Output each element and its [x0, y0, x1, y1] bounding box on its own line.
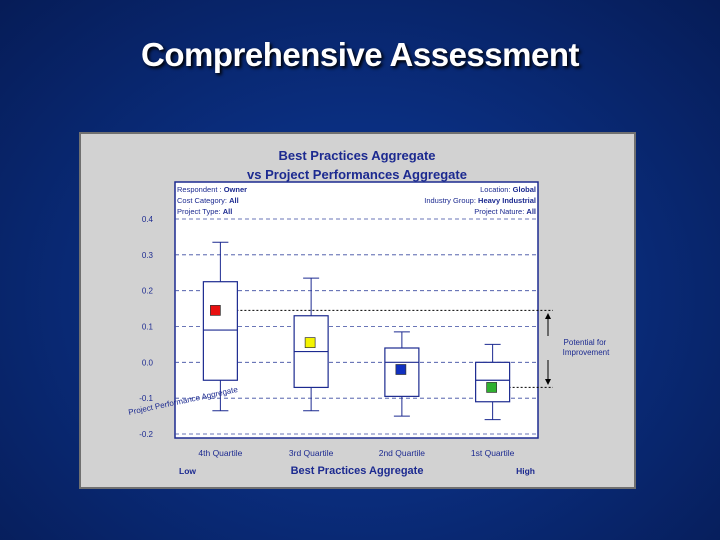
annotation-arrowhead-down	[545, 379, 551, 385]
x-high-label: High	[516, 466, 535, 476]
chart-title-line2: vs Project Performances Aggregate	[247, 167, 467, 182]
y-tick-label: -0.2	[139, 430, 153, 439]
x-axis-label: Best Practices Aggregate	[291, 465, 424, 477]
svg-text:Location: Global: Location: Global	[480, 185, 536, 194]
annotation-text: Potential for Improvement	[563, 338, 610, 357]
svg-text:Cost Category: All: Cost Category: All	[177, 196, 239, 205]
location-value: Global	[513, 185, 536, 194]
svg-text:Project Type: All: Project Type: All	[177, 207, 232, 216]
mean-marker	[210, 305, 221, 316]
project-type-label: Project Type:	[177, 207, 221, 216]
svg-text:Industry Group: Heavy In: Industry Group: Heavy Industrial	[424, 196, 536, 205]
box	[475, 361, 511, 403]
y-tick-label: 0.1	[142, 323, 154, 332]
y-tick-label: -0.1	[139, 394, 153, 403]
cost-category-label: Cost Category:	[177, 196, 227, 205]
project-nature-label: Project Nature:	[474, 207, 524, 216]
x-tick-label: 4th Quartile	[198, 448, 242, 458]
industry-group-value: Heavy Industrial	[478, 196, 536, 205]
annotation-arrowhead-up	[545, 313, 551, 319]
location-label: Location:	[480, 185, 510, 194]
project-type-value: All	[223, 207, 233, 216]
chart-title-line1: Best Practices Aggregate	[278, 148, 435, 163]
respondent-value: Owner	[224, 185, 247, 194]
slide-title: Comprehensive Assessment	[141, 36, 579, 73]
y-tick-label: 0.3	[142, 251, 154, 260]
box	[202, 281, 238, 381]
cost-category-value: All	[229, 196, 239, 205]
industry-group-label: Industry Group:	[424, 196, 476, 205]
svg-text:Project Nature: All: Project Nature: All	[474, 207, 536, 216]
box-plot-chart: 0.4 0.3 0.2 0.1 0.0 -0.1 -0.2 4th Quartile 3rd …	[128, 148, 611, 477]
project-nature-value: All	[526, 207, 536, 216]
x-tick-label: 3rd Quartile	[289, 448, 334, 458]
chart-panel: 0.4 0.3 0.2 0.1 0.0 -0.1 -0.2 4th Quartile 3rd …	[79, 132, 636, 489]
svg-text:Respondent : Owner: Respondent : Owner	[177, 185, 247, 194]
x-tick-label: 2nd Quartile	[379, 448, 426, 458]
mean-marker	[304, 337, 316, 348]
x-low-label: Low	[179, 466, 196, 476]
x-tick-label: 1st Quartile	[471, 448, 515, 458]
mean-marker	[395, 364, 407, 375]
mean-marker	[486, 382, 497, 393]
box-series	[202, 241, 511, 421]
respondent-label: Respondent :	[177, 185, 222, 194]
y-tick-label: 0.4	[142, 215, 154, 224]
y-axis-ticks: 0.4 0.3 0.2 0.1 0.0 -0.1 -0.2	[139, 215, 153, 439]
x-axis-ticks: 4th Quartile 3rd Quartile 2nd Quartile 1st …	[198, 448, 514, 458]
y-tick-label: 0.2	[142, 287, 154, 296]
y-tick-label: 0.0	[142, 358, 154, 367]
